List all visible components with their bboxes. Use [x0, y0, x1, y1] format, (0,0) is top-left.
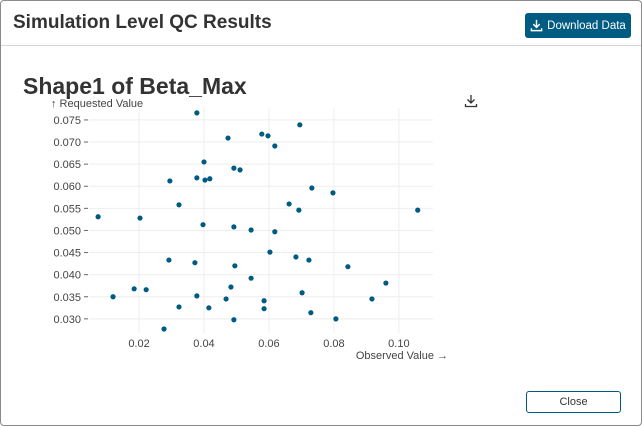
y-tick-label: 0.055 — [53, 203, 81, 215]
data-point — [176, 202, 182, 208]
data-point — [232, 263, 238, 269]
x-tick-label: 0.02 — [128, 338, 149, 350]
data-point — [286, 201, 292, 207]
data-point — [261, 306, 267, 312]
data-point — [272, 229, 278, 235]
data-point — [110, 294, 116, 300]
data-point — [306, 257, 312, 263]
data-point — [167, 178, 173, 184]
x-tick-label: 0.10 — [388, 338, 409, 350]
data-point — [330, 190, 336, 196]
y-tick-label: 0.065 — [53, 159, 81, 171]
data-point — [248, 227, 254, 233]
data-point — [248, 275, 254, 281]
y-tick-label: 0.035 — [53, 292, 81, 304]
data-point — [194, 293, 200, 299]
download-icon — [530, 19, 543, 32]
y-tick-label: 0.070 — [53, 137, 81, 149]
chart-title: Shape1 of Beta_Max — [23, 73, 247, 99]
data-point — [308, 310, 314, 316]
data-point — [200, 222, 206, 228]
data-point — [131, 286, 137, 292]
data-point — [201, 159, 207, 165]
data-point — [176, 304, 182, 310]
data-point — [207, 176, 213, 182]
data-point — [296, 207, 302, 213]
data-point — [231, 165, 237, 171]
data-point — [293, 254, 299, 260]
data-point — [194, 175, 200, 181]
data-point — [383, 280, 389, 286]
data-point — [267, 249, 273, 255]
y-tick-label: 0.060 — [53, 181, 81, 193]
x-tick-label: 0.06 — [258, 338, 279, 350]
data-point — [309, 185, 315, 191]
chart-download-icon[interactable] — [463, 93, 479, 109]
y-tick-label: 0.045 — [53, 248, 81, 260]
data-point — [259, 131, 265, 137]
y-axis-label: ↑ Requested Value — [51, 98, 143, 110]
data-point — [237, 167, 243, 173]
data-point — [272, 143, 278, 149]
data-point — [297, 122, 303, 128]
download-data-button[interactable]: Download Data — [525, 13, 631, 38]
data-point — [333, 316, 339, 322]
data-point — [202, 177, 208, 183]
data-point — [95, 214, 101, 220]
data-point — [194, 110, 200, 116]
data-point — [261, 298, 267, 304]
data-point — [228, 284, 234, 290]
data-point — [345, 264, 351, 270]
data-point — [225, 135, 231, 141]
y-tick-label: 0.075 — [53, 115, 81, 127]
data-point — [265, 133, 271, 139]
y-tick-label: 0.030 — [53, 314, 81, 326]
data-point — [192, 260, 198, 266]
y-tick-label: 0.040 — [53, 270, 81, 282]
data-point — [415, 207, 421, 213]
data-point — [206, 305, 212, 311]
data-point — [161, 326, 167, 332]
data-point — [137, 215, 143, 221]
data-point — [223, 296, 229, 302]
data-point — [299, 290, 305, 296]
data-point — [143, 287, 149, 293]
dialog-header: Simulation Level QC Results Download Dat… — [1, 1, 641, 46]
x-tick-label: 0.08 — [323, 338, 344, 350]
y-tick-label: 0.050 — [53, 225, 81, 237]
x-axis-label: Observed Value → — [356, 350, 448, 362]
data-point — [231, 224, 237, 230]
x-tick-label: 0.04 — [193, 338, 214, 350]
close-button[interactable]: Close — [526, 391, 621, 413]
data-point — [231, 317, 237, 323]
data-point — [166, 257, 172, 263]
download-data-label: Download Data — [547, 19, 626, 32]
data-point — [369, 296, 375, 302]
dialog-title: Simulation Level QC Results — [13, 12, 272, 33]
